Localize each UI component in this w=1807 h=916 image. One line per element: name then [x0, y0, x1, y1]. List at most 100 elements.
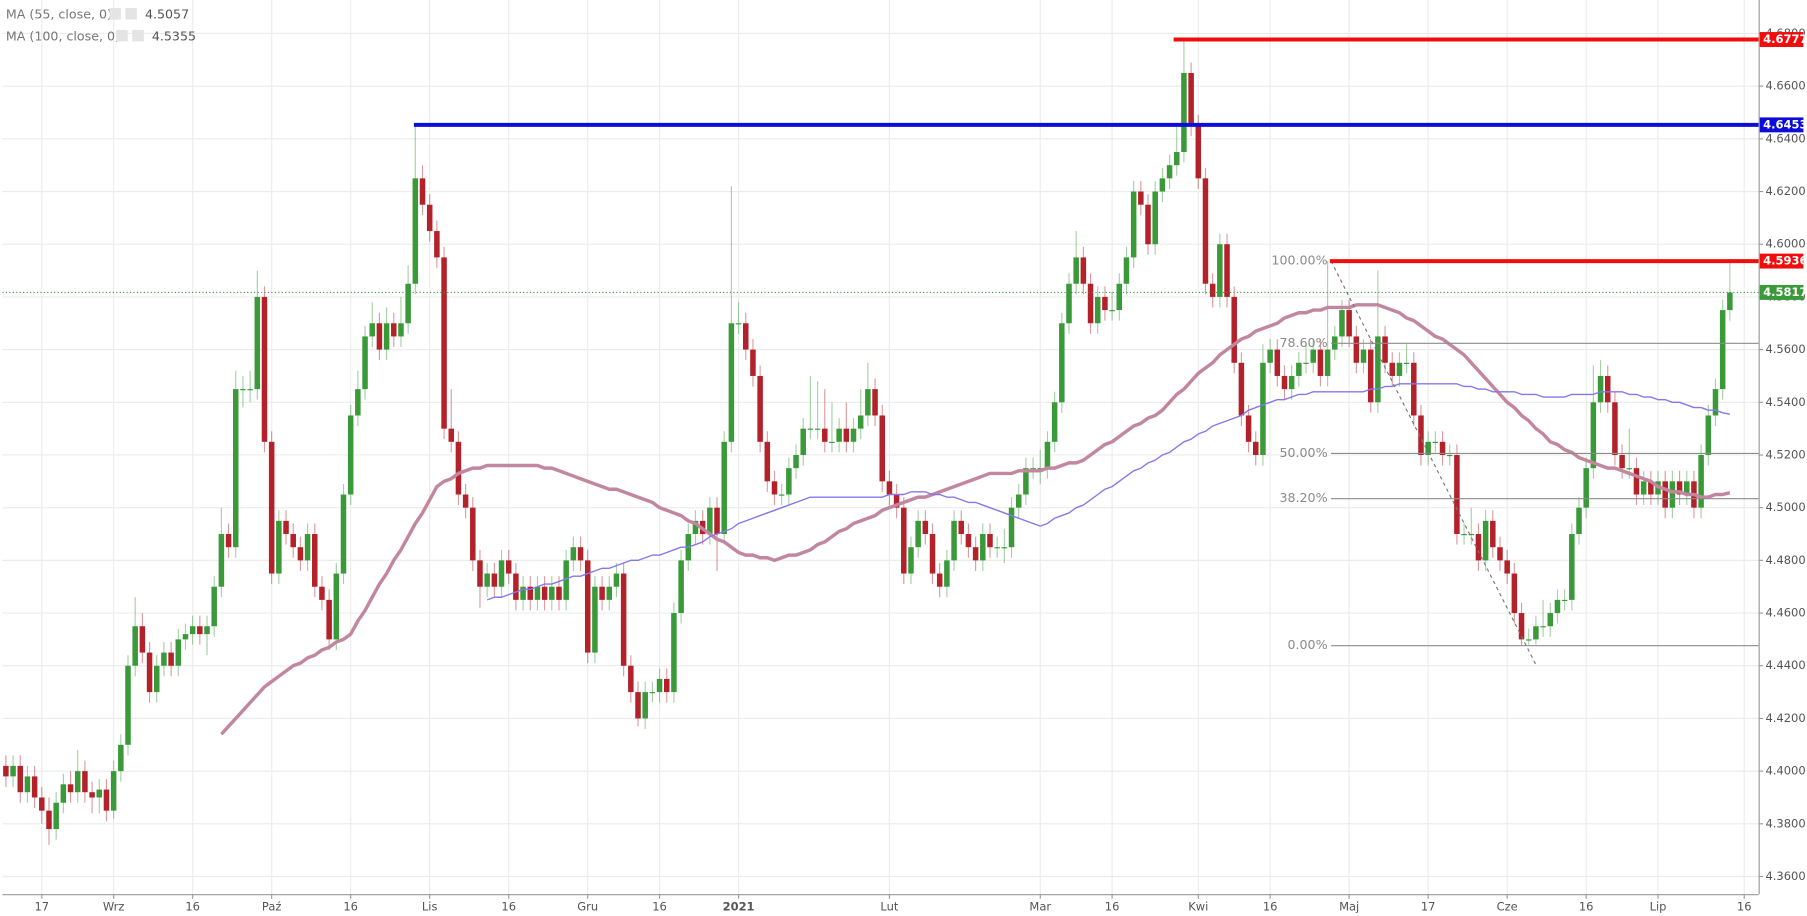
- candle-body: [89, 792, 95, 798]
- candle-body: [10, 765, 16, 777]
- x-tick-label: 16: [1263, 899, 1278, 913]
- candle-body: [441, 257, 447, 429]
- candle-body: [857, 415, 864, 429]
- candle-body: [369, 323, 375, 337]
- candle-body: [276, 520, 282, 574]
- candle-body: [1317, 349, 1324, 376]
- candle-body: [1231, 296, 1237, 363]
- candle-body: [742, 323, 749, 350]
- candle-body: [355, 389, 361, 416]
- candle-body: [807, 428, 814, 430]
- legend-icon[interactable]: [116, 29, 128, 42]
- candle-body: [168, 652, 174, 666]
- legend-icon[interactable]: [125, 8, 137, 20]
- candle-body: [1525, 639, 1532, 641]
- candle-body: [1173, 152, 1180, 166]
- legend-value: 4.5355: [152, 28, 196, 43]
- legend-icon[interactable]: [109, 8, 121, 20]
- candle-body: [491, 573, 498, 587]
- candle-body: [879, 415, 885, 482]
- candle-body: [1382, 336, 1388, 363]
- candle-body: [771, 481, 778, 495]
- fib-label: 0.00%: [1287, 637, 1327, 652]
- candle-body: [563, 560, 569, 600]
- candle-body: [556, 586, 562, 600]
- candle-body: [1353, 336, 1360, 363]
- x-tick-label: 17: [1421, 899, 1436, 913]
- candle-body: [577, 547, 584, 561]
- candle-body: [584, 560, 591, 653]
- candle-body: [1166, 165, 1173, 179]
- candle-body: [1504, 560, 1510, 574]
- level-price-box: [1759, 32, 1804, 47]
- candle-body: [513, 573, 519, 600]
- candle-body: [994, 547, 1000, 549]
- candle-body: [1116, 283, 1123, 311]
- x-tick-label: 16: [1737, 899, 1752, 913]
- candle-body: [836, 428, 842, 442]
- x-tick-label: Paź: [262, 899, 281, 913]
- candle-body: [74, 771, 81, 793]
- candle-body: [620, 573, 627, 666]
- candle-body: [1188, 72, 1194, 126]
- fib-label: 100.00%: [1271, 253, 1327, 268]
- candle-body: [1662, 481, 1668, 508]
- candle-body: [1195, 125, 1202, 179]
- candle-body: [1389, 362, 1396, 376]
- candle-body: [1217, 244, 1223, 297]
- candle-body: [240, 389, 246, 391]
- x-tick-label: Gru: [577, 899, 598, 913]
- y-tick-label: 4.4600: [1765, 606, 1805, 620]
- current-price-label: 4.5817: [1763, 285, 1807, 299]
- candle-body: [383, 323, 390, 350]
- candle-body: [534, 586, 541, 600]
- candle-body: [391, 323, 397, 337]
- candle-body: [53, 802, 59, 830]
- candle-body: [1066, 283, 1072, 324]
- candle-body: [470, 507, 476, 561]
- candle-body: [829, 441, 835, 443]
- candle-body: [297, 547, 304, 561]
- candle-body: [118, 744, 124, 772]
- candle-body: [1245, 415, 1252, 442]
- candle-body: [850, 428, 857, 442]
- candle-body: [1683, 481, 1690, 495]
- candle-body: [1288, 375, 1295, 390]
- candle-body: [628, 665, 634, 693]
- candle-body: [901, 507, 907, 574]
- level-price-label: 4.5936: [1763, 254, 1807, 268]
- candle-body: [1181, 72, 1187, 153]
- candle-body: [764, 441, 771, 482]
- candle-body: [146, 652, 153, 693]
- candle-body: [1209, 283, 1216, 297]
- y-tick-label: 4.6200: [1765, 184, 1805, 198]
- candle-body: [498, 560, 505, 587]
- candle-body: [1533, 626, 1539, 640]
- candle-body: [1396, 362, 1403, 376]
- x-tick-label: Lip: [1650, 899, 1667, 913]
- candle-body: [1490, 520, 1496, 548]
- candle-body: [477, 560, 483, 587]
- candle-body: [182, 634, 189, 640]
- candle-body: [656, 678, 663, 693]
- candle-body: [944, 560, 950, 587]
- candle-body: [893, 494, 900, 508]
- candle-body: [599, 586, 605, 600]
- candle-body: [1626, 468, 1633, 470]
- candle-body: [1461, 534, 1467, 536]
- candle-body: [312, 534, 318, 587]
- current-price-box: [1759, 284, 1804, 300]
- x-tick-label: Wrz: [103, 899, 125, 913]
- candle-body: [735, 323, 742, 325]
- candle-body: [1346, 310, 1352, 337]
- candle-body: [972, 547, 979, 561]
- candle-body: [1008, 507, 1015, 548]
- candle-body: [1468, 534, 1475, 536]
- candle-body: [936, 573, 943, 587]
- candle-body: [1310, 349, 1316, 363]
- legend-icon[interactable]: [132, 29, 144, 42]
- candle-body: [1023, 468, 1029, 495]
- candle-body: [1676, 481, 1683, 495]
- x-tick-label: Lis: [422, 899, 438, 913]
- candle-body: [347, 415, 354, 495]
